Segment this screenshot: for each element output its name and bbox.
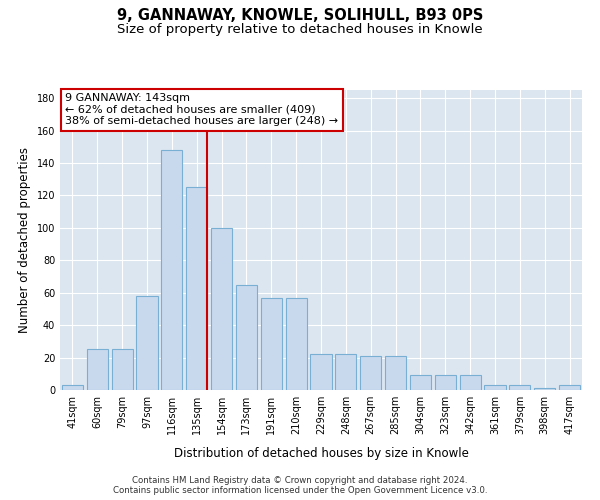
Bar <box>261 298 282 390</box>
Bar <box>87 350 108 390</box>
Bar <box>310 354 332 390</box>
Bar <box>385 356 406 390</box>
Text: 9, GANNAWAY, KNOWLE, SOLIHULL, B93 0PS: 9, GANNAWAY, KNOWLE, SOLIHULL, B93 0PS <box>117 8 483 22</box>
Text: Contains HM Land Registry data © Crown copyright and database right 2024.
Contai: Contains HM Land Registry data © Crown c… <box>113 476 487 495</box>
Bar <box>435 376 456 390</box>
Bar <box>62 385 83 390</box>
Bar <box>360 356 381 390</box>
Bar <box>460 376 481 390</box>
Bar <box>136 296 158 390</box>
Text: Distribution of detached houses by size in Knowle: Distribution of detached houses by size … <box>173 448 469 460</box>
Bar <box>236 284 257 390</box>
Bar <box>509 385 530 390</box>
Bar <box>186 188 207 390</box>
Bar <box>335 354 356 390</box>
Text: Size of property relative to detached houses in Knowle: Size of property relative to detached ho… <box>117 22 483 36</box>
Bar <box>484 385 506 390</box>
Bar <box>286 298 307 390</box>
Bar <box>559 385 580 390</box>
Bar <box>112 350 133 390</box>
Bar <box>161 150 182 390</box>
Y-axis label: Number of detached properties: Number of detached properties <box>18 147 31 333</box>
Bar <box>211 228 232 390</box>
Bar <box>410 376 431 390</box>
Text: 9 GANNAWAY: 143sqm
← 62% of detached houses are smaller (409)
38% of semi-detach: 9 GANNAWAY: 143sqm ← 62% of detached hou… <box>65 93 338 126</box>
Bar <box>534 388 555 390</box>
